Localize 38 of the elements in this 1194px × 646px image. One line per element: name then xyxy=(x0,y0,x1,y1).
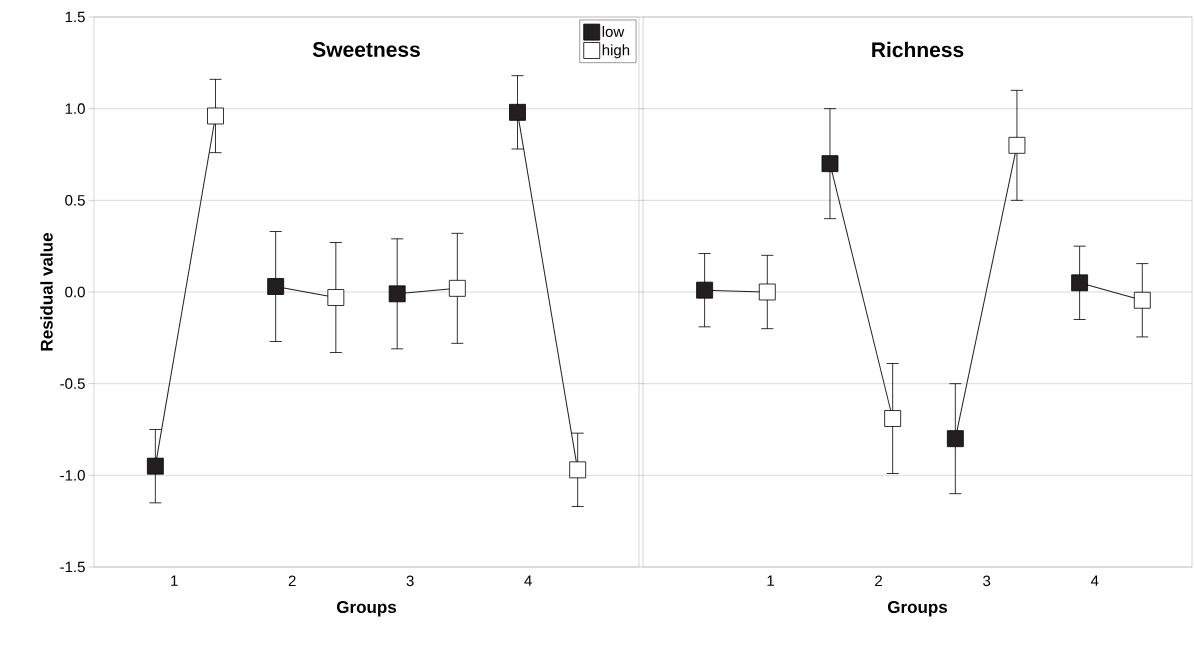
legend-label: low xyxy=(602,25,625,37)
x-tick-label: 1 xyxy=(171,575,178,586)
point xyxy=(267,278,285,295)
x-tick-label: 3 xyxy=(983,575,991,587)
point xyxy=(758,283,776,301)
y-tick-label: -0.5 xyxy=(60,378,85,389)
x-tick-label: 4 xyxy=(524,575,532,586)
x-axis-title: Groups xyxy=(336,601,397,617)
point xyxy=(1008,136,1026,154)
y-tick-label: -1.5 xyxy=(60,561,85,573)
point xyxy=(509,103,526,121)
point xyxy=(696,281,714,299)
x-tick-label: 2 xyxy=(288,575,296,587)
x-tick-label: 3 xyxy=(406,575,414,587)
point xyxy=(448,279,466,297)
point xyxy=(946,430,964,448)
point xyxy=(327,289,345,306)
point xyxy=(569,461,587,479)
point xyxy=(146,457,164,475)
text: Richness xyxy=(872,41,964,58)
x-tick-label: 1 xyxy=(767,575,774,586)
legend-label: high xyxy=(602,44,630,59)
point xyxy=(1133,291,1151,309)
x-axis-title: Groups xyxy=(887,601,948,617)
point xyxy=(821,155,839,173)
y-axis-title: Residual value xyxy=(40,233,53,351)
y-tick-label: 1.0 xyxy=(65,103,85,114)
y-tick-label: 1.5 xyxy=(65,11,85,23)
point xyxy=(1071,274,1089,292)
y-tick-label: 0.5 xyxy=(65,195,85,206)
point xyxy=(884,410,902,427)
x-tick-label: 2 xyxy=(875,575,883,587)
text: Sweetness xyxy=(312,42,420,57)
x-tick-label: 4 xyxy=(1090,575,1099,586)
y-tick-label: 0.0 xyxy=(65,286,85,298)
y-tick-label: -1.0 xyxy=(60,470,85,481)
point xyxy=(388,285,406,303)
point xyxy=(207,107,224,125)
